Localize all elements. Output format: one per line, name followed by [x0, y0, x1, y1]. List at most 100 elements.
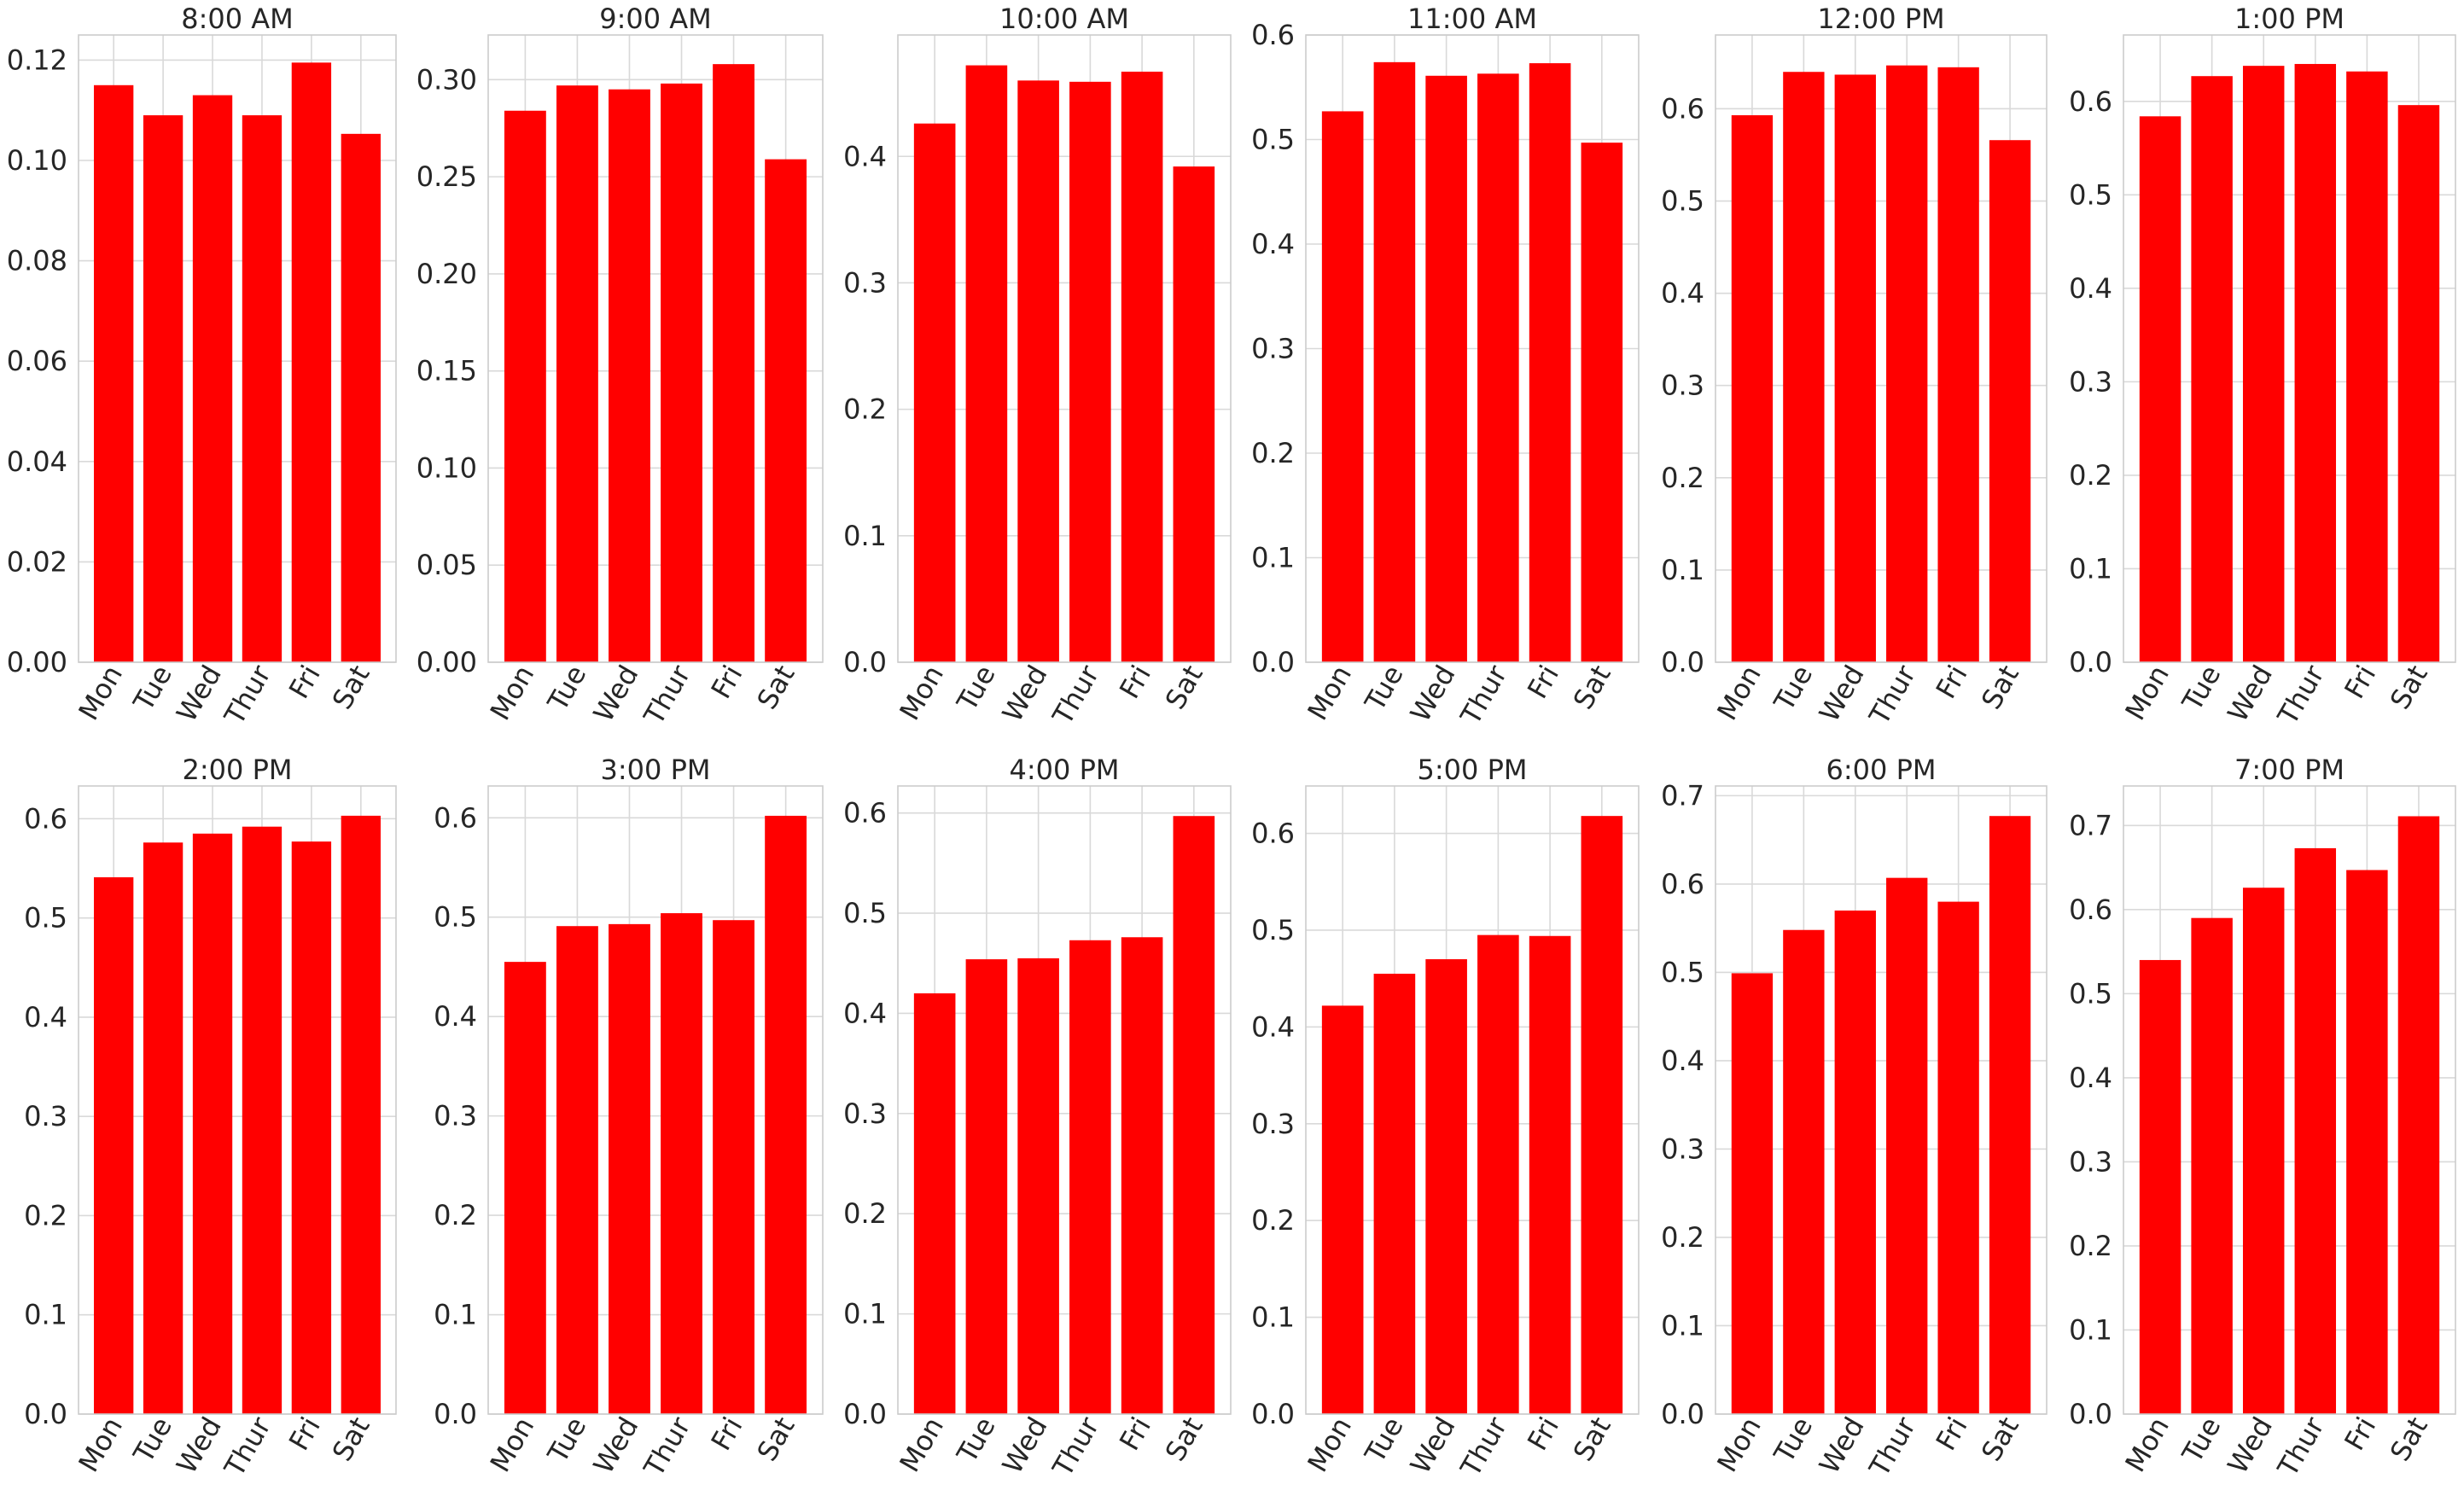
x-tick-label: Wed [1404, 660, 1462, 727]
bar-sat [1173, 816, 1215, 1414]
bar-thur [661, 83, 702, 662]
bar-tue [1373, 61, 1416, 663]
bar-tue [1373, 974, 1416, 1414]
y-tick-label: 0.1 [2069, 552, 2112, 585]
y-tick-label: 0.2 [24, 1199, 67, 1231]
y-tick-label: 0.0 [1251, 646, 1295, 678]
bar-tue [965, 959, 1008, 1414]
x-tick-label: Wed [1404, 1412, 1462, 1479]
y-tick-label: 0.5 [24, 902, 67, 934]
y-tick-label: 0.4 [1661, 1045, 1704, 1077]
bar-fri [1121, 71, 1163, 662]
y-tick-label: 0.0 [843, 1398, 887, 1430]
x-tick-label: Mon [72, 660, 129, 725]
panel-1: 0.00 0.02 0.04 0.06 0.08 0.10 0.12 MonTueWedThu… [7, 3, 397, 731]
y-tick-label: 0.5 [2069, 178, 2112, 211]
x-tick-label: Sat [326, 660, 376, 714]
x-tick-label: Sat [1975, 1412, 2025, 1466]
x-tick-label: Wed [996, 660, 1054, 727]
y-tick-label: 0.2 [1661, 462, 1704, 494]
x-tick-label: Wed [170, 1412, 228, 1479]
x-tick-label: Wed [587, 660, 645, 727]
axes-frame [897, 785, 1232, 1415]
y-tick-label: 0.1 [1661, 554, 1704, 586]
y-tick-label: 0.7 [2069, 809, 2112, 841]
x-tick-label: Sat [750, 1412, 801, 1466]
bar-sat [765, 159, 807, 663]
bar-tue [556, 926, 598, 1414]
bar-mon [2139, 116, 2181, 662]
x-tick-label: Tue [950, 660, 1002, 717]
y-tick-label: 0.5 [1661, 956, 1704, 988]
panel-title: 7:00 PM [2234, 754, 2345, 786]
bar-sat [1581, 143, 1623, 663]
x-tick-label: Fri [1113, 1412, 1157, 1456]
x-tick-label: Fri [1521, 660, 1565, 704]
x-tick-label: Thur [637, 659, 696, 731]
y-tick-label: 0.10 [416, 451, 477, 484]
x-tick-label: Sat [1159, 660, 1209, 714]
y-tick-label: 0.2 [2069, 1230, 2112, 1262]
bar-thur [1069, 81, 1111, 663]
x-tick-label: Mon [893, 1412, 950, 1477]
axes-frame [78, 785, 397, 1415]
x-tick-label: Tue [1768, 660, 1820, 717]
bar-thur [242, 115, 283, 662]
bar-thur [1477, 73, 1519, 662]
y-tick-label: 0.6 [1661, 868, 1704, 900]
bar-sat [341, 815, 382, 1414]
x-tick-label: Wed [996, 1412, 1054, 1479]
bar-fri [1529, 63, 1571, 662]
bar-tue [2191, 76, 2233, 663]
y-tick-label: 0.1 [434, 1299, 477, 1331]
panel-2: 0.00 0.05 0.10 0.15 0.20 0.25 0.30 Mon TueWedThu… [416, 3, 824, 731]
bar-mon [1321, 111, 1364, 663]
x-tick-label: Mon [72, 1412, 129, 1477]
bar-sat [765, 815, 807, 1414]
x-tick-label: Thur [1862, 1411, 1922, 1482]
x-tick-label: Sat [1975, 660, 2025, 714]
y-tick-label: 0.25 [416, 160, 477, 193]
y-tick-label: 0.0 [2069, 1398, 2112, 1430]
x-tick-label: Wed [587, 1412, 645, 1479]
x-tick-label: Mon [1710, 1412, 1768, 1477]
bar-fri [1121, 937, 1163, 1414]
x-tick-label: Sat [326, 1412, 376, 1466]
x-tick-label: Mon [2118, 1412, 2176, 1477]
y-tick-label: 0.2 [2069, 459, 2112, 492]
bar-sat [2397, 105, 2440, 662]
x-tick-label: Mon [1301, 1412, 1358, 1477]
axes-frame [78, 34, 397, 663]
y-tick-label: 0.12 [7, 44, 67, 76]
y-tick-label: 0.4 [843, 140, 887, 172]
y-tick-label: 0.0 [843, 646, 887, 678]
bar-fri [1937, 901, 1979, 1414]
y-tick-label: 0.3 [1661, 1132, 1704, 1165]
y-tick-label: 0.6 [1661, 92, 1704, 125]
bar-tue [2191, 917, 2233, 1414]
bar-mon [504, 110, 546, 663]
panel-title: 8:00 AM [181, 3, 294, 35]
y-tick-label: 0.1 [1251, 542, 1295, 574]
y-tick-label: 0.30 [416, 63, 477, 96]
axes-frame [1715, 34, 2048, 663]
y-tick-label: 0.4 [1661, 277, 1704, 310]
y-tick-label: 0.20 [416, 258, 477, 290]
y-tick-label: 0.3 [2069, 1145, 2112, 1178]
axes-frame [1715, 785, 2048, 1415]
y-tick-label: 0.0 [24, 1398, 67, 1430]
axes-frame [897, 34, 1232, 663]
x-tick-label: Wed [1813, 1412, 1871, 1479]
x-tick-label: Tue [126, 660, 178, 717]
panel-title: 10:00 AM [999, 3, 1129, 35]
x-tick-label: Thur [2271, 659, 2331, 731]
x-tick-label: Fri [1113, 660, 1157, 704]
x-tick-label: Fri [1930, 1412, 1974, 1456]
x-tick-label: Sat [1159, 1412, 1209, 1466]
